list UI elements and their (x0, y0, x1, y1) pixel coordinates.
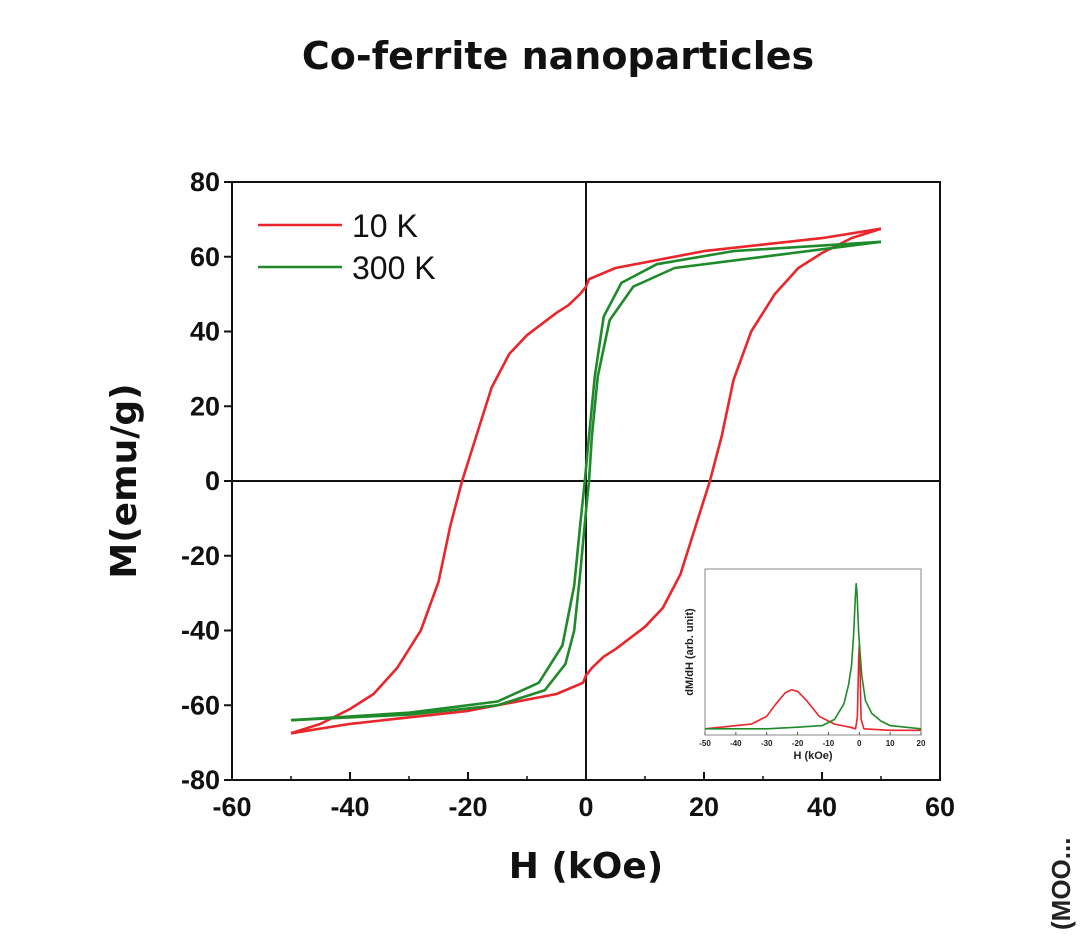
y-tick-label-0: 0 (205, 466, 220, 496)
x-tick-label-40: 40 (807, 792, 837, 822)
x-axis-title: H (kOe) (509, 846, 664, 887)
legend-label-10-k: 10 K (352, 208, 418, 244)
y-tick-label-80: -80 (181, 765, 220, 795)
inset-series-300-k (705, 582, 922, 730)
inset-frame (704, 568, 922, 736)
inset-series-10-k (704, 643, 921, 732)
y-axis-title: M(emu/g) (104, 383, 145, 578)
x-tick-label-20: 20 (689, 792, 719, 822)
y-tick-label-40: -40 (181, 616, 220, 646)
inset-x-tick-label-10: 10 (886, 739, 895, 748)
series-300-k-descending-branch (290, 240, 882, 722)
inset-plot-area: -50 -40 -30 -20 -10 0 10 20 H (kOe) dM/dH (arb. u… (684, 568, 926, 762)
y-tick-label-60: 60 (190, 242, 220, 272)
y-tick-label-40: 40 (190, 317, 220, 347)
y-tick-label-20: 20 (190, 391, 220, 421)
series-300-k-ascending-branch (290, 240, 882, 722)
y-tick-label-20: -20 (181, 541, 220, 571)
inset-x-tick-label-40: -40 (730, 739, 742, 748)
x-tick-label-60: 60 (925, 792, 955, 822)
legend: 10 K 300 K (258, 208, 436, 286)
legend-label-300-k: 300 K (352, 250, 436, 286)
y-tick-label-60: -60 (181, 690, 220, 720)
x-tick-label-40: -40 (330, 792, 369, 822)
inset-x-tick-label-20: 20 (917, 739, 926, 748)
x-tick-label-20: -20 (448, 792, 487, 822)
inset-y-axis-title: dM/dH (arb. unit) (684, 608, 696, 696)
series-10-k-ascending-branch (290, 227, 882, 735)
partial-edge-text: (MOO... (1046, 838, 1076, 930)
inset-x-tick-label-50: -50 (699, 739, 711, 748)
inset-x-tick-label-20: -20 (792, 739, 804, 748)
y-tick-label-80: 80 (190, 167, 220, 197)
x-tick-label-0: 0 (578, 792, 593, 822)
x-tick-label-60: -60 (212, 792, 251, 822)
inset-x-tick-label-0: 0 (857, 739, 862, 748)
chart-title: Co-ferrite nanoparticles (301, 34, 815, 78)
series-10-k-descending-branch (290, 227, 882, 735)
inset-x-axis-title: H (kOe) (793, 750, 832, 762)
inset-x-tick-label-30: -30 (761, 739, 773, 748)
inset-x-tick-label-10: -10 (823, 739, 835, 748)
